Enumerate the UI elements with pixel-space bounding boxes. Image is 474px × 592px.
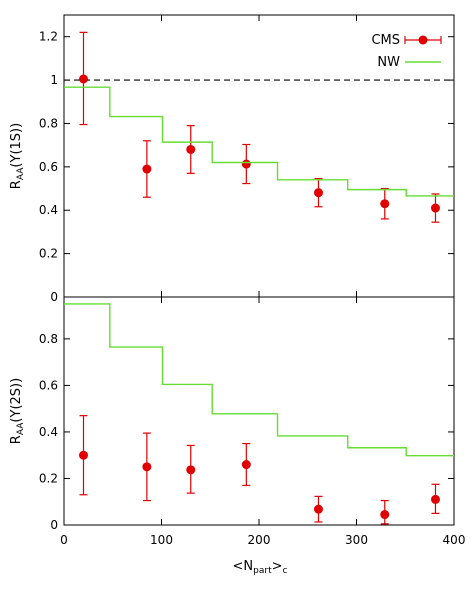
upper-nw-step-line	[64, 86, 454, 197]
x-tick-label: 200	[248, 533, 271, 547]
lower-ytick-label: 0.6	[39, 378, 58, 392]
upper-cms-point	[186, 144, 196, 154]
legend-label-cms: CMS	[371, 33, 400, 48]
upper-cms-point	[430, 203, 440, 213]
lower-ytick-label: 0.8	[39, 332, 58, 346]
xlabel-mid: >	[272, 559, 283, 574]
lower-ytick-label: 0	[50, 518, 58, 532]
lower-cms-point	[430, 494, 440, 504]
chart-marks: 0 0.2 0.4 0.6 0.8 1 1.2 0 0.2 0.4 0.6 0.8 0 100 200 300…	[39, 15, 466, 547]
lower-ylabel-rest: (Υ(2S))	[9, 378, 24, 423]
upper-ytick-label: 0	[50, 290, 58, 304]
upper-ytick-label: 0.2	[39, 247, 58, 261]
panel-lower-frame	[63, 296, 455, 526]
upper-cms-point	[79, 74, 88, 84]
xlabel-pre: <N	[233, 559, 254, 574]
legend: CMS NW	[371, 33, 442, 70]
lower-y-axis-title: RAA(Υ(2S))	[9, 378, 26, 444]
x-tick-label: 300	[345, 533, 368, 547]
upper-ytick-label: 1.2	[39, 30, 58, 44]
upper-ytick-label: 0.8	[39, 116, 58, 130]
upper-ytick-label: 1	[50, 73, 58, 87]
x-tick-label: 100	[150, 533, 173, 547]
lower-cms-point	[186, 465, 196, 475]
lower-cms-point	[142, 462, 152, 472]
upper-ytick-label: 0.6	[39, 160, 58, 174]
upper-ylabel-sub: AA	[16, 167, 26, 180]
xlabel-sub2: c	[283, 566, 288, 576]
upper-ylabel-base: R	[9, 180, 24, 189]
upper-cms-point	[241, 159, 251, 169]
x-axis-title: <Npart>c	[233, 559, 288, 576]
lower-ylabel-base: R	[9, 435, 24, 444]
upper-cms-point	[380, 199, 390, 209]
x-tick-label: 0	[60, 533, 68, 547]
lower-ytick-label: 0.4	[39, 425, 58, 439]
lower-cms-point	[380, 510, 390, 520]
lower-cms-point	[313, 504, 323, 514]
upper-cms-point	[313, 188, 323, 198]
lower-ylabel-sub: AA	[16, 422, 26, 435]
lower-cms-point	[79, 450, 88, 460]
upper-y-axis-title: RAA(Υ(1S))	[9, 123, 26, 189]
upper-cms-point	[142, 164, 152, 174]
legend-label-nw: NW	[377, 55, 400, 70]
upper-ytick-label: 0.4	[39, 203, 58, 217]
lower-nw-step-line	[64, 303, 454, 457]
legend-cms-marker	[418, 35, 428, 45]
lower-ytick-label: 0.2	[39, 471, 58, 485]
upper-ylabel-rest: (Υ(1S))	[9, 123, 24, 168]
lower-cms-point	[241, 460, 251, 470]
x-tick-label: 400	[443, 533, 466, 547]
xlabel-sub1: part	[253, 566, 272, 576]
